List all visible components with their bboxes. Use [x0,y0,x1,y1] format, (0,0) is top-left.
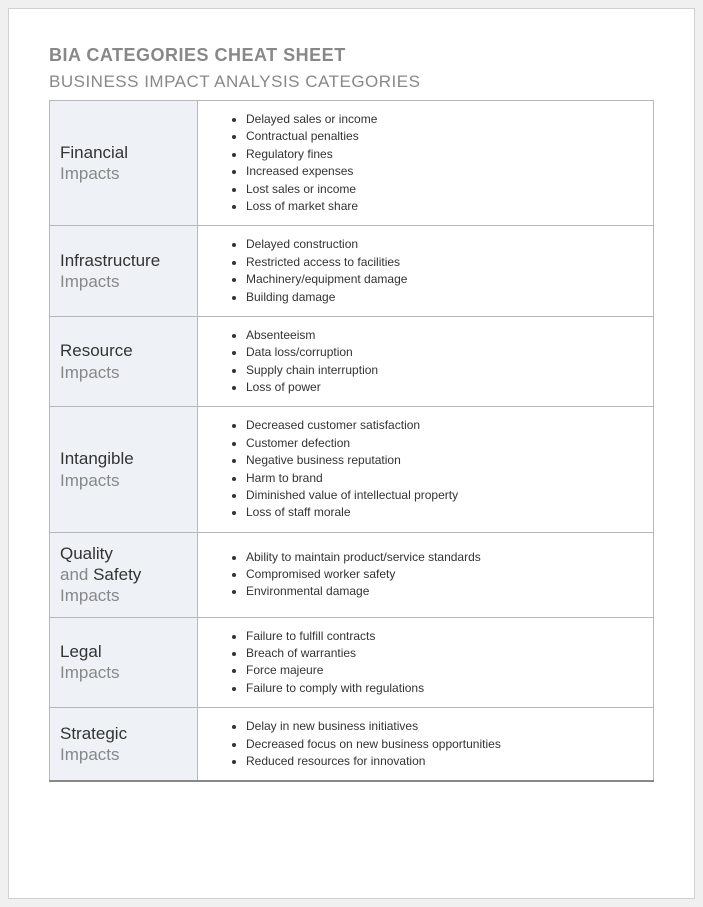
category-label-part: Quality [60,544,113,563]
category-label-part: and [60,565,93,584]
category-label-part: Impacts [60,272,120,291]
category-items-list: Delayed constructionRestricted access to… [198,236,643,306]
category-label-part: Impacts [60,164,120,183]
category-label-part: Impacts [60,745,120,764]
category-label-part: Legal [60,642,102,661]
category-label-line: Intangible [60,448,189,469]
list-item: Harm to brand [246,470,643,487]
category-items-cell: Delay in new business initiativesDecreas… [198,708,654,782]
list-item: Customer defection [246,435,643,452]
category-label-part: Financial [60,143,128,162]
list-item: Contractual penalties [246,128,643,145]
table-row: Strategic Impacts Delay in new business in… [50,708,654,782]
category-label-cell: Legal Impacts [50,617,198,708]
table-row: Intangible Impacts Decreased customer sati… [50,407,654,532]
list-item: Environmental damage [246,583,643,600]
list-item: Failure to fulfill contracts [246,628,643,645]
table-row: Resource Impacts AbsenteeismData loss/corr… [50,316,654,407]
table-row: Infrastructure Impacts Delayed constructio… [50,226,654,317]
category-label-line: Resource [60,340,189,361]
category-label-cell: Qualityand SafetyImpacts [50,532,198,617]
list-item: Loss of market share [246,198,643,215]
list-item: Negative business reputation [246,452,643,469]
category-label-line: Impacts [60,744,189,765]
category-label-line: and Safety [60,564,189,585]
category-label-cell: Strategic Impacts [50,708,198,782]
category-items-cell: AbsenteeismData loss/corruptionSupply ch… [198,316,654,407]
list-item: Delayed sales or income [246,111,643,128]
category-label-cell: Resource Impacts [50,316,198,407]
list-item: Absenteeism [246,327,643,344]
list-item: Breach of warranties [246,645,643,662]
category-items-list: Decreased customer satisfactionCustomer … [198,417,643,521]
category-label-cell: Intangible Impacts [50,407,198,532]
categories-table: FinancialImpactsDelayed sales or incomeC… [49,100,654,782]
list-item: Increased expenses [246,163,643,180]
list-item: Decreased focus on new business opportun… [246,736,643,753]
table-row: Qualityand SafetyImpactsAbility to maint… [50,532,654,617]
category-items-cell: Delayed sales or incomeContractual penal… [198,101,654,226]
list-item: Regulatory fines [246,146,643,163]
category-items-list: Delayed sales or incomeContractual penal… [198,111,643,215]
page-title: BIA CATEGORIES CHEAT SHEET [49,45,654,66]
category-label-part: Impacts [60,586,120,605]
category-items-cell: Delayed constructionRestricted access to… [198,226,654,317]
table-row: Financial Impacts Delayed sales or incomeC… [50,101,654,226]
page: BIA CATEGORIES CHEAT SHEET BUSINESS IMPA… [8,8,695,899]
category-items-list: Failure to fulfill contractsBreach of wa… [198,628,643,698]
category-items-list: Ability to maintain product/service stan… [198,549,643,601]
list-item: Restricted access to facilities [246,254,643,271]
category-label-part: Resource [60,341,133,360]
list-item: Building damage [246,289,643,306]
list-item: Lost sales or income [246,181,643,198]
list-item: Loss of staff morale [246,504,643,521]
category-label-line: Legal [60,641,189,662]
list-item: Compromised worker safety [246,566,643,583]
category-label-line: Impacts [60,271,189,292]
category-label-cell: Financial Impacts [50,101,198,226]
category-label-line: Strategic [60,723,189,744]
category-label-part: Impacts [60,471,120,490]
list-item: Force majeure [246,662,643,679]
category-label-line: Impacts [60,163,189,184]
category-label-line: Quality [60,543,189,564]
category-items-cell: Failure to fulfill contractsBreach of wa… [198,617,654,708]
list-item: Delay in new business initiatives [246,718,643,735]
list-item: Loss of power [246,379,643,396]
list-item: Supply chain interruption [246,362,643,379]
list-item: Machinery/equipment damage [246,271,643,288]
category-label-part: Strategic [60,724,127,743]
category-items-cell: Decreased customer satisfactionCustomer … [198,407,654,532]
category-label-part: Impacts [60,363,120,382]
category-label-line: Impacts [60,585,189,606]
list-item: Delayed construction [246,236,643,253]
category-label-part: Infrastructure [60,251,160,270]
category-label-line: Infrastructure [60,250,189,271]
list-item: Diminished value of intellectual propert… [246,487,643,504]
page-subtitle: BUSINESS IMPACT ANALYSIS CATEGORIES [49,72,654,92]
category-label-part: Impacts [60,663,120,682]
category-label-line: Impacts [60,470,189,491]
category-items-cell: Ability to maintain product/service stan… [198,532,654,617]
category-items-list: AbsenteeismData loss/corruptionSupply ch… [198,327,643,397]
table-row: Legal Impacts Failure to fulfill contracts… [50,617,654,708]
category-label-line: Financial [60,142,189,163]
list-item: Decreased customer satisfaction [246,417,643,434]
list-item: Failure to comply with regulations [246,680,643,697]
category-items-list: Delay in new business initiativesDecreas… [198,718,643,770]
list-item: Reduced resources for innovation [246,753,643,770]
category-label-cell: Infrastructure Impacts [50,226,198,317]
list-item: Data loss/corruption [246,344,643,361]
category-label-part: Safety [93,565,141,584]
category-label-line: Impacts [60,662,189,683]
category-label-line: Impacts [60,362,189,383]
list-item: Ability to maintain product/service stan… [246,549,643,566]
category-label-part: Intangible [60,449,134,468]
